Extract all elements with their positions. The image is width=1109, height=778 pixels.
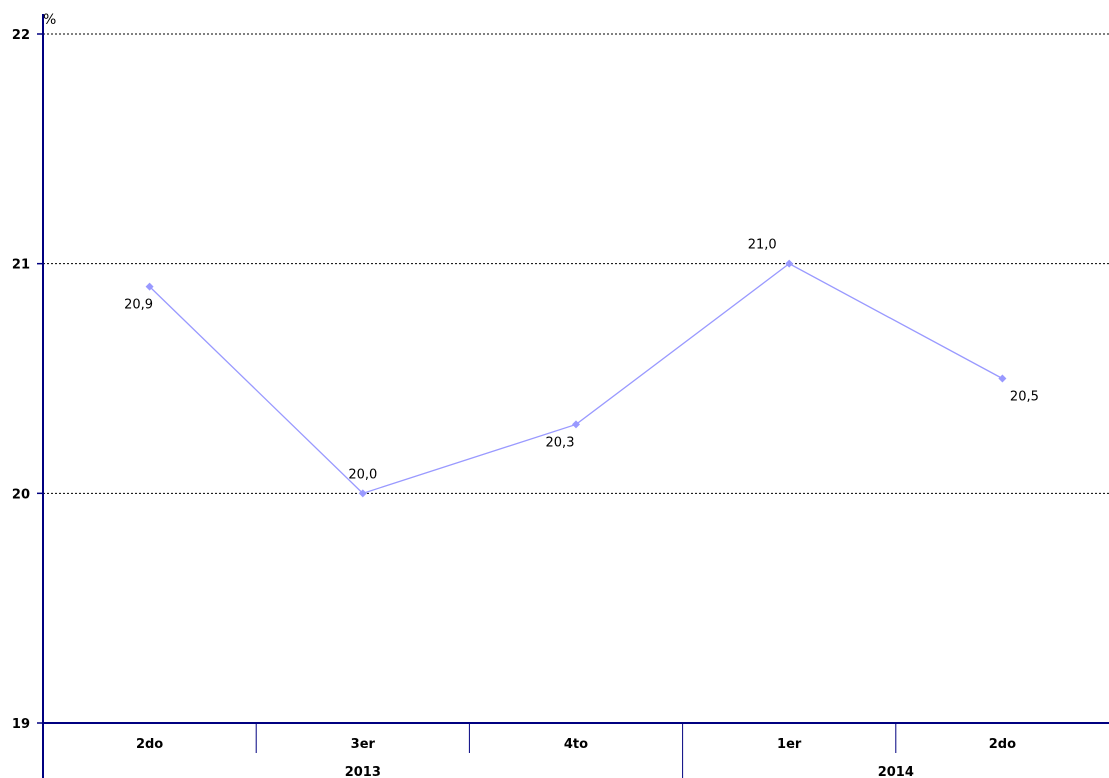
series-line bbox=[149, 262, 1003, 495]
x-group-label: 2013 bbox=[345, 765, 381, 778]
data-point bbox=[572, 420, 580, 429]
data-label: 20,3 bbox=[546, 435, 575, 450]
data-point bbox=[358, 489, 367, 498]
x-group-labels: 2013 2014 bbox=[345, 765, 914, 778]
data-label: 21,0 bbox=[748, 238, 777, 253]
x-tick-label: 2do bbox=[136, 737, 163, 752]
data-point bbox=[785, 259, 794, 268]
x-tick-labels: 2do 3er 4to 1er 2do bbox=[136, 737, 1016, 752]
y-tick-label: 21 bbox=[12, 258, 30, 273]
y-tick-label: 20 bbox=[12, 487, 30, 502]
series bbox=[145, 259, 1007, 498]
x-tick-label: 3er bbox=[351, 737, 376, 752]
y-tick-label: 22 bbox=[12, 28, 30, 43]
x-tick-label: 4to bbox=[564, 737, 588, 752]
x-tick-label: 1er bbox=[777, 737, 802, 752]
data-label: 20,5 bbox=[1010, 390, 1039, 405]
axes bbox=[37, 14, 1109, 778]
x-tick-label: 2do bbox=[989, 737, 1016, 752]
y-tick-label: 19 bbox=[12, 717, 30, 732]
gridlines bbox=[43, 33, 1109, 494]
data-label: 20,0 bbox=[348, 467, 377, 482]
y-tick-labels: 19 20 21 22 bbox=[12, 28, 30, 732]
data-point bbox=[145, 282, 154, 291]
y-unit-label: % bbox=[43, 12, 56, 28]
data-point bbox=[998, 374, 1007, 383]
data-label: 20,9 bbox=[124, 298, 153, 313]
x-group-label: 2014 bbox=[878, 765, 914, 778]
data-labels: 20,9 20,0 20,3 21,0 20,5 bbox=[124, 238, 1039, 483]
